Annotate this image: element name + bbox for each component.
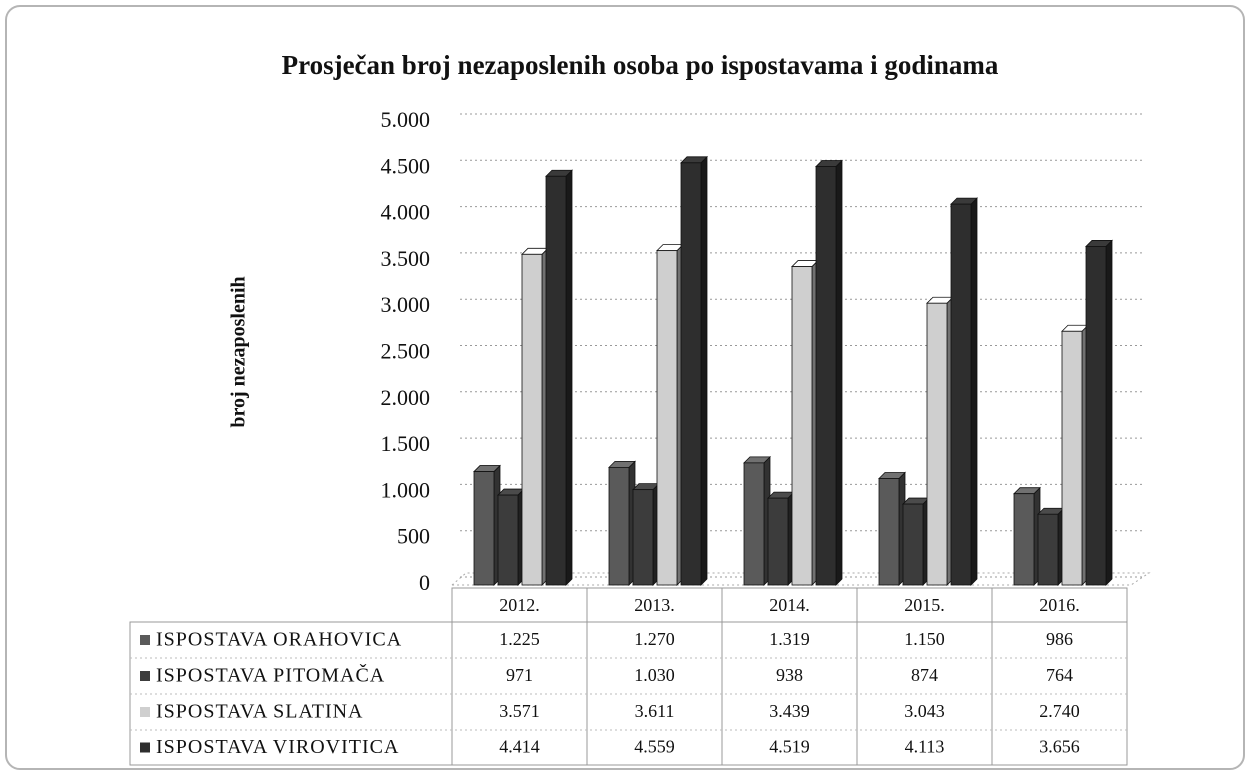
table-value: 3.439 xyxy=(769,701,810,721)
table-value: 764 xyxy=(1046,665,1073,685)
bar xyxy=(743,462,765,586)
table-value: 3.611 xyxy=(635,701,675,721)
x-tick-label: 2014. xyxy=(769,595,810,615)
bar xyxy=(497,494,519,586)
table-value: 3.571 xyxy=(499,701,540,721)
table-value: 3.656 xyxy=(1039,737,1080,757)
y-tick-label: 0 xyxy=(419,570,430,595)
bar xyxy=(545,175,567,586)
bar xyxy=(926,302,948,586)
table-value: 4.519 xyxy=(769,737,810,757)
y-tick-label: 3.000 xyxy=(381,292,431,317)
table-value: 3.043 xyxy=(904,701,945,721)
x-tick-label: 2015. xyxy=(904,595,945,615)
bar xyxy=(1061,330,1083,586)
legend-entry: ISPOSTAVA VIROVITICA xyxy=(156,736,399,758)
chart-border xyxy=(5,5,1245,770)
bar xyxy=(815,166,837,586)
legend-marker xyxy=(140,635,150,645)
bar xyxy=(791,266,813,586)
legend-marker xyxy=(140,742,150,753)
table-value: 1.270 xyxy=(634,629,675,649)
bar xyxy=(521,253,543,586)
bar xyxy=(608,466,630,586)
floor xyxy=(450,572,1151,586)
bar xyxy=(902,503,924,586)
legend-entry: ISPOSTAVA SLATINA xyxy=(156,701,364,723)
y-tick-label: 1.000 xyxy=(381,477,431,502)
table-value: 4.113 xyxy=(905,737,945,757)
legend-entry: ISPOSTAVA PITOMAČA xyxy=(156,663,385,687)
y-tick-label: 4.000 xyxy=(381,200,431,225)
y-tick-label: 1.500 xyxy=(381,431,431,456)
bar xyxy=(1013,493,1035,586)
bar xyxy=(950,203,972,586)
bar xyxy=(656,250,678,586)
table-value: 874 xyxy=(911,665,938,685)
bar-side xyxy=(700,155,708,586)
bar-side xyxy=(835,159,843,586)
y-tick-label: 3.500 xyxy=(381,246,431,271)
y-tick-label: 5.000 xyxy=(381,107,431,132)
bar xyxy=(1085,246,1107,586)
x-tick-label: 2013. xyxy=(634,595,675,615)
bar xyxy=(878,478,900,586)
table-value: 1.030 xyxy=(634,665,675,685)
legend-marker xyxy=(140,671,150,681)
bar xyxy=(1037,513,1059,586)
legend-entry: ISPOSTAVA ORAHOVICA xyxy=(156,629,402,651)
table-value: 986 xyxy=(1046,629,1073,649)
x-tick-label: 2016. xyxy=(1039,595,1080,615)
table-value: 1.225 xyxy=(499,629,540,649)
table-value: 1.319 xyxy=(769,629,810,649)
bar xyxy=(632,489,654,586)
table-value: 971 xyxy=(506,665,533,685)
y-tick-label: 500 xyxy=(397,524,430,549)
chart-title: Prosječan broj nezaposlenih osoba po isp… xyxy=(282,50,999,80)
table-value: 4.559 xyxy=(634,737,675,757)
bar xyxy=(767,497,789,586)
y-tick-label: 4.500 xyxy=(381,153,431,178)
y-tick-label: 2.500 xyxy=(381,339,431,364)
bar-side xyxy=(565,169,573,586)
table-value: 4.414 xyxy=(499,737,540,757)
table-value: 938 xyxy=(776,665,803,685)
legend-marker xyxy=(140,707,150,717)
bar-side xyxy=(1105,239,1113,586)
x-tick-label: 2012. xyxy=(499,595,540,615)
y-axis-label: broj nezaposlenih xyxy=(228,276,250,427)
y-tick-label: 2.000 xyxy=(381,385,431,410)
bar xyxy=(473,471,495,586)
bar-side xyxy=(970,197,978,586)
bar xyxy=(680,162,702,586)
table-value: 1.150 xyxy=(904,629,945,649)
table-value: 2.740 xyxy=(1039,701,1080,721)
